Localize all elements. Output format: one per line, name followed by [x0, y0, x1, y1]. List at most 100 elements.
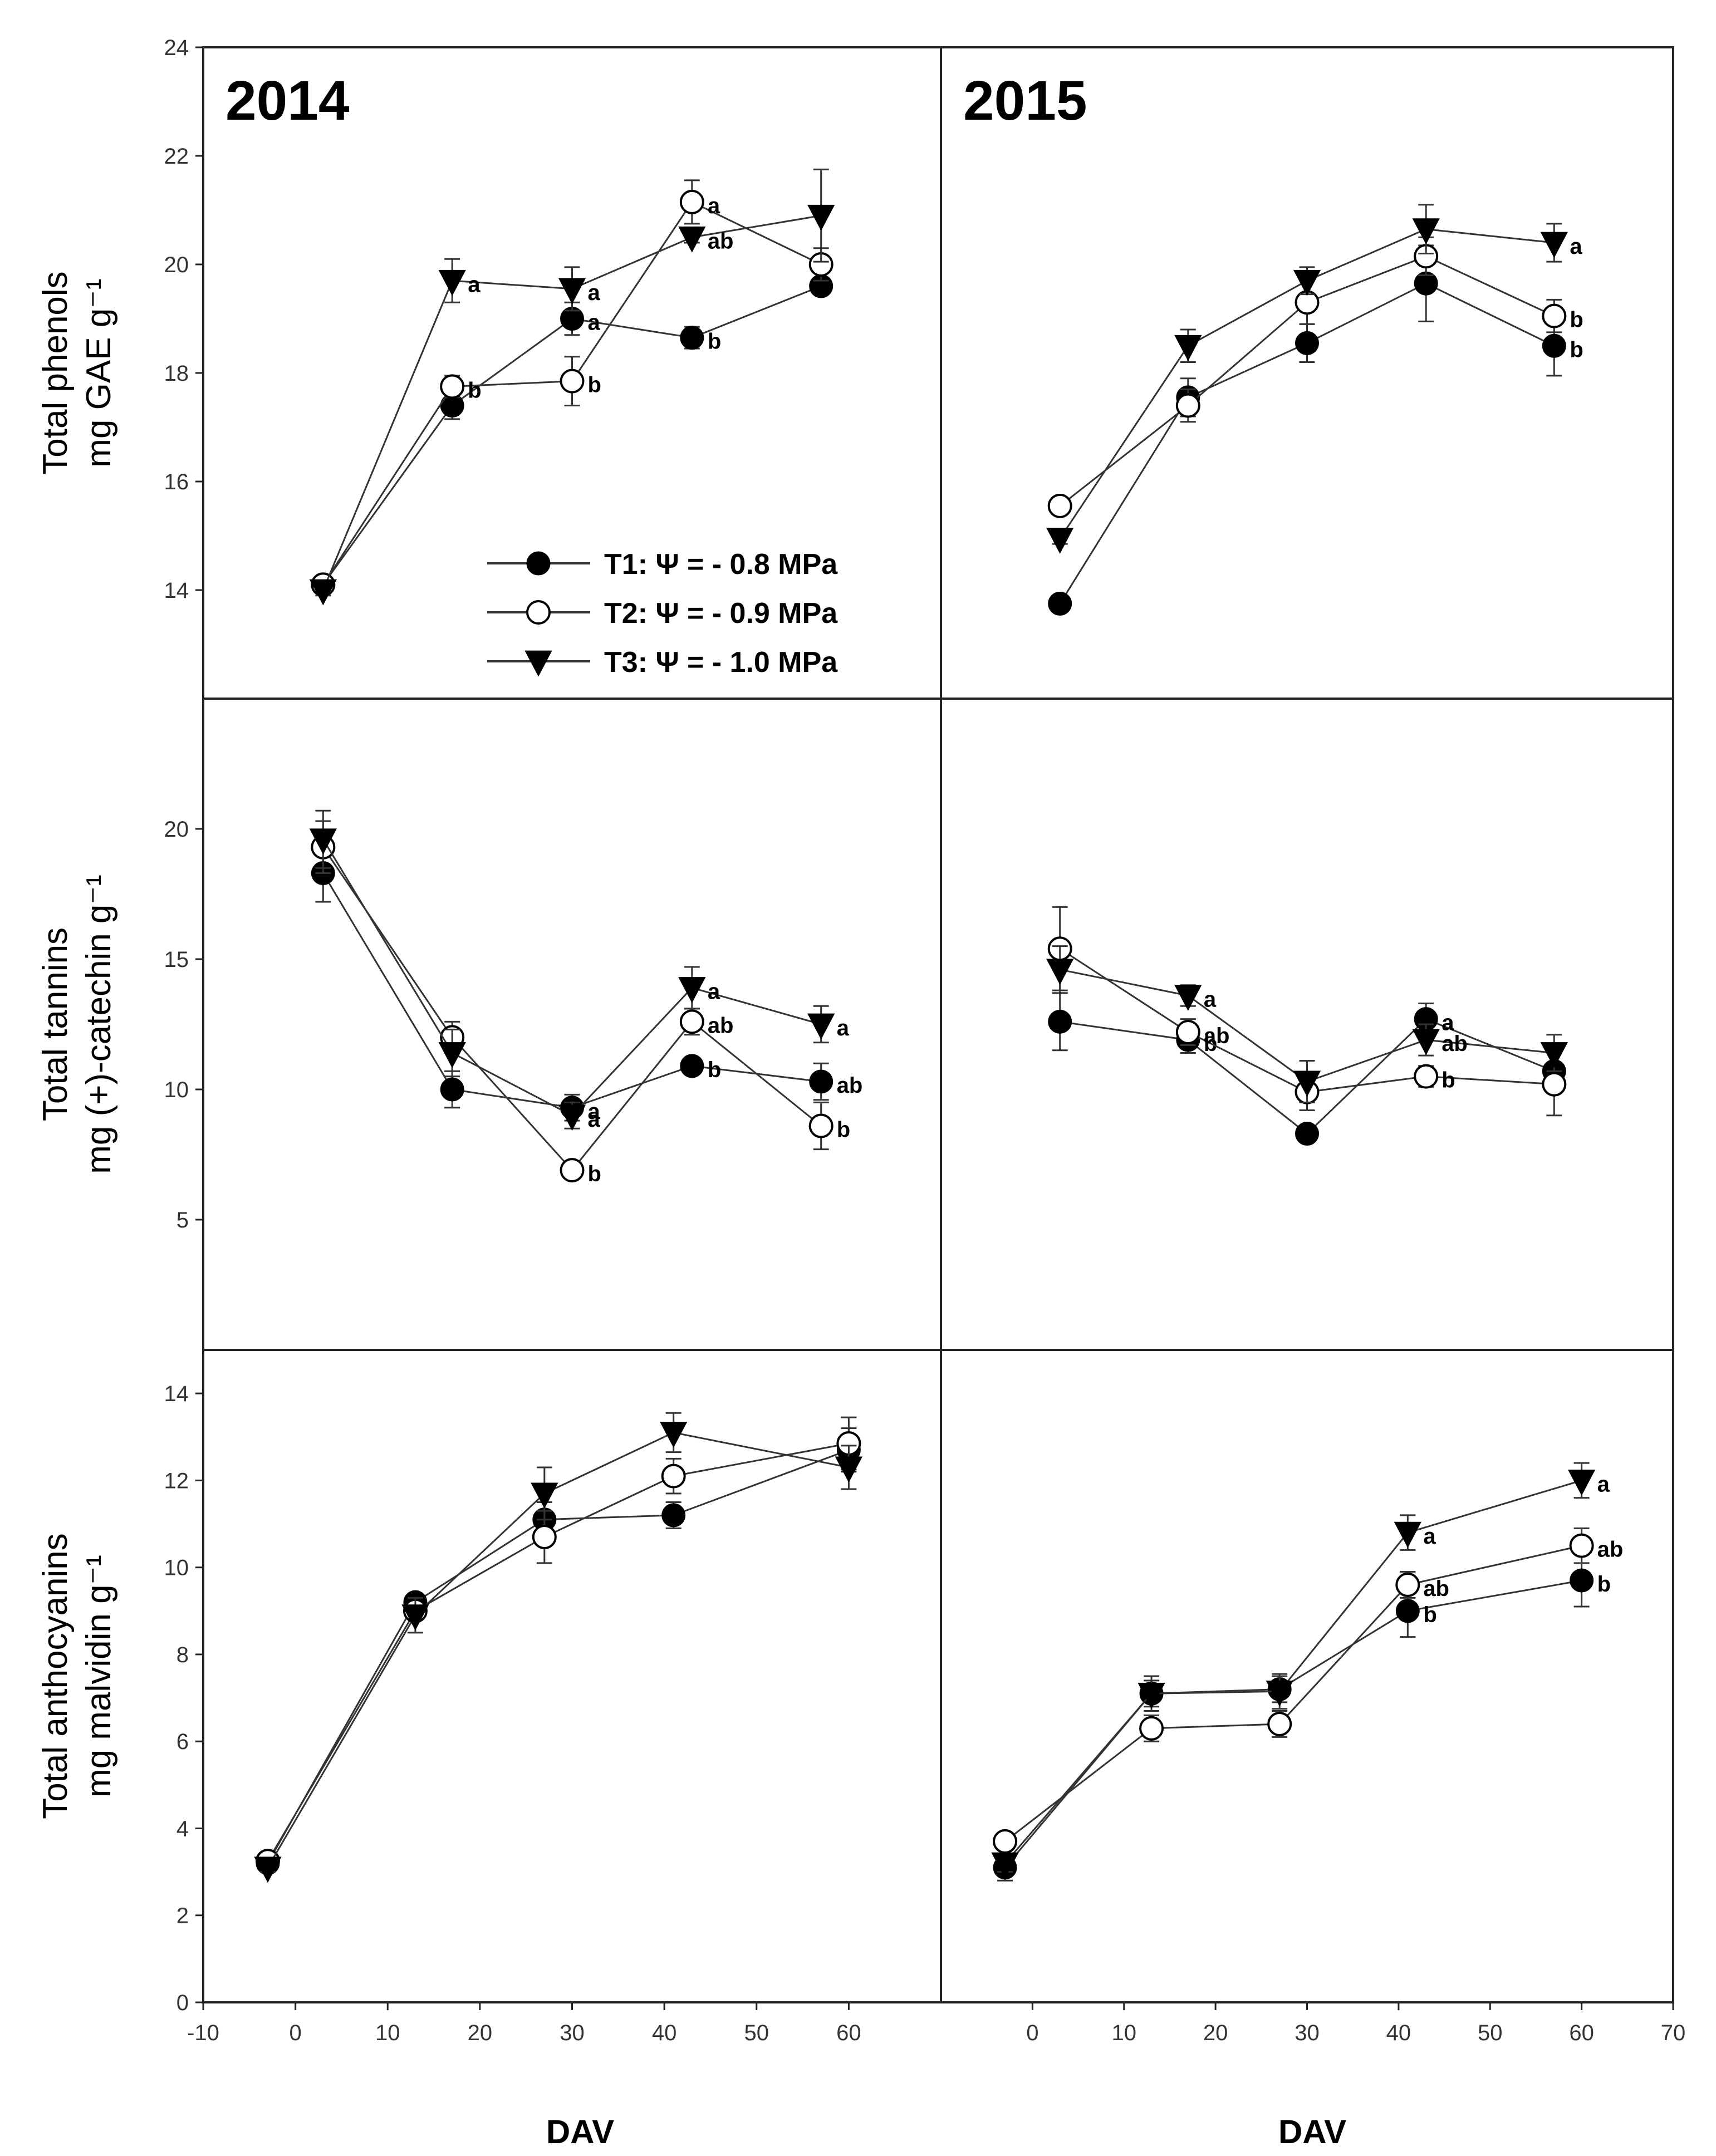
significance-label: a — [1204, 988, 1217, 1012]
panel-phenols-2015: 2015 bb a — [940, 46, 1674, 700]
year-label: 2015 — [963, 70, 1087, 132]
significance-label: ab — [1442, 1032, 1468, 1056]
year-label: 2014 — [225, 70, 350, 132]
series-3: a aab — [309, 168, 835, 606]
legend-entry: T3: Ψ = - 1.0 MPa — [487, 646, 838, 679]
significance-label: b — [708, 330, 721, 354]
significance-label: a — [588, 281, 601, 305]
data-point — [440, 374, 465, 399]
data-point — [1175, 393, 1200, 418]
y-tick-label: 4 — [176, 1816, 189, 1841]
data-point — [835, 1456, 863, 1483]
panel-tannins-2014: 5 10 15 20 Total tannins mg (+)-catechin g⁻¹ a… — [36, 698, 942, 1351]
x-tick-label: 30 — [560, 2021, 585, 2045]
data-point — [1394, 1521, 1421, 1548]
series-1: ab — [311, 274, 834, 597]
significance-label: a — [588, 1099, 601, 1124]
data-point — [1046, 959, 1074, 985]
significance-label: ab — [1423, 1577, 1449, 1601]
significance-label: a — [837, 1016, 850, 1040]
data-point — [558, 1104, 586, 1131]
data-point — [808, 1113, 834, 1138]
series-2: b — [1047, 236, 1583, 518]
significance-label: b — [588, 373, 601, 397]
significance-label: ab — [708, 1013, 734, 1038]
data-point — [1293, 1070, 1321, 1097]
data-point — [440, 1077, 464, 1102]
y-axis-label: Total tannins mg (+)-catechin g⁻¹ — [36, 875, 118, 1174]
x-tick-label: 0 — [1026, 2021, 1038, 2045]
data-point — [1569, 1533, 1594, 1558]
y-tick-label: 14 — [164, 578, 189, 603]
significance-label: ab — [837, 1073, 863, 1098]
x-tick-label: 40 — [1386, 2021, 1411, 2045]
data-point — [679, 1009, 704, 1034]
data-point — [1412, 1029, 1440, 1055]
significance-label: a — [588, 311, 601, 335]
y-tick-label: 2 — [176, 1904, 189, 1928]
data-point — [1293, 269, 1321, 296]
x-tick-label: -10 — [187, 2021, 219, 2045]
data-point — [680, 326, 704, 350]
panel-phenols-2014: 14 16 18 20 22 24 Total phenols mg GAE g⁻¹ 2014 a… — [36, 36, 942, 700]
data-point — [680, 1054, 704, 1078]
data-point — [309, 828, 337, 855]
data-point — [1174, 985, 1202, 1011]
series-line — [322, 838, 822, 1117]
legend-marker — [524, 650, 552, 677]
significance-label: b — [708, 1058, 721, 1082]
y-axis-label-line2: mg malvidin g⁻¹ — [80, 1555, 118, 1798]
data-point — [254, 1857, 282, 1883]
y-tick-label: 16 — [164, 470, 189, 494]
significance-label: a — [1423, 1524, 1436, 1549]
data-point — [1414, 1064, 1439, 1089]
y-axis-label: Total phenols mg GAE g⁻¹ — [36, 271, 118, 474]
x-axis-label-right: DAV — [1278, 2113, 1346, 2150]
data-point — [993, 1829, 1018, 1854]
legend: T1: Ψ = - 0.8 MPa T2: Ψ = - 0.9 MPa T3: Ψ … — [487, 548, 838, 679]
y-tick-label: 14 — [164, 1382, 189, 1406]
data-point — [1542, 333, 1566, 358]
x-tick-label: 20 — [1203, 2021, 1228, 2045]
significance-label: b — [1442, 1068, 1455, 1093]
significance-label: a — [708, 979, 720, 1004]
significance-label: ab — [1204, 1024, 1230, 1048]
series-3 — [254, 1412, 863, 1883]
data-point — [660, 1422, 688, 1448]
significance-label: a — [1597, 1472, 1610, 1496]
y-tick-label: 10 — [164, 1078, 189, 1102]
significance-label: b — [1423, 1603, 1436, 1627]
x-tick-label: 10 — [1112, 2021, 1137, 2045]
data-point — [560, 1158, 585, 1183]
data-point — [1266, 1680, 1293, 1707]
y-tick-label: 20 — [164, 253, 189, 277]
significance-label: b — [588, 1162, 601, 1186]
data-point — [991, 1852, 1019, 1879]
series-line — [267, 1431, 849, 1868]
data-point — [661, 1463, 686, 1489]
significance-label: b — [1570, 308, 1583, 332]
significance-label: b — [468, 378, 481, 402]
data-point — [1048, 1009, 1072, 1034]
data-point — [678, 226, 706, 253]
legend-marker — [526, 600, 551, 625]
y-tick-label: 0 — [176, 1991, 189, 2015]
data-point — [807, 1013, 835, 1040]
significance-label: a — [1442, 1011, 1454, 1035]
series-3: a a a — [309, 809, 850, 1132]
significance-label: a — [708, 194, 720, 218]
y-tick-label: 24 — [164, 36, 189, 60]
data-point — [1567, 1470, 1596, 1496]
x-tick-label: 50 — [1478, 2021, 1503, 2045]
data-point — [678, 977, 706, 1003]
series-line — [1004, 1579, 1582, 1868]
significance-label: ab — [1597, 1538, 1624, 1562]
significance-label: b — [1570, 337, 1583, 362]
data-point — [1395, 1599, 1420, 1623]
data-point — [531, 1482, 558, 1509]
significance-label: ab — [708, 229, 734, 253]
data-point — [401, 1604, 429, 1631]
